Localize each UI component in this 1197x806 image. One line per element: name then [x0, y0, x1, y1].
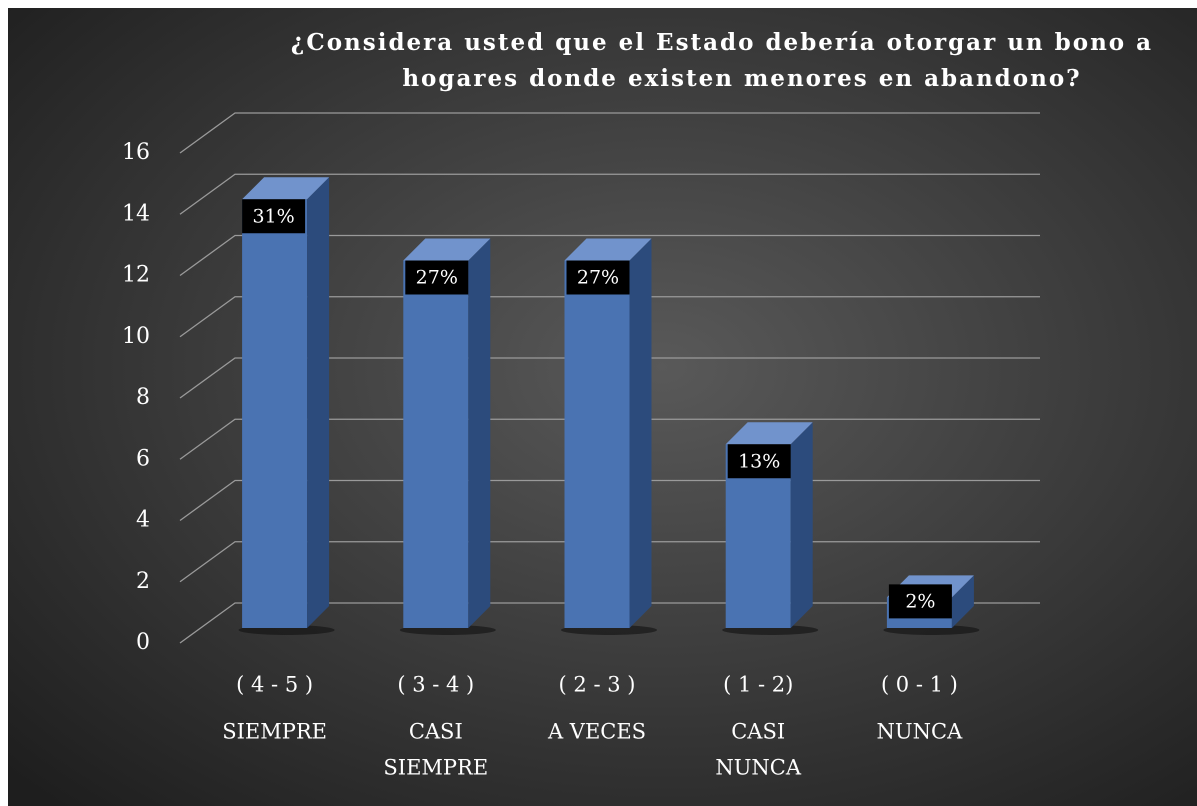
- bar-side: [629, 238, 652, 628]
- grid-line: [179, 173, 1040, 215]
- x-tick-label: ( 3 - 4 ): [397, 673, 474, 697]
- grid-line: [179, 296, 1040, 338]
- bar: [238, 177, 335, 635]
- bar-side: [468, 238, 491, 628]
- y-tick-label: 14: [122, 201, 150, 226]
- x-tick-label: ( 0 - 1 ): [881, 673, 958, 697]
- x-tick-label: ( 4 - 5 ): [236, 673, 313, 697]
- x-tick-label: ( 1 - 2): [723, 673, 793, 697]
- value-label-box: [888, 584, 952, 619]
- value-label: 13%: [738, 450, 780, 472]
- grid-line: [179, 357, 1040, 399]
- bar: [561, 238, 657, 635]
- x-tick-label: NUNCA: [877, 720, 964, 744]
- value-label-box: [566, 260, 630, 295]
- value-label-box: [242, 199, 306, 234]
- bar-top: [242, 177, 330, 200]
- x-tick-label: ( 2 - 3 ): [559, 673, 636, 697]
- value-label: 27%: [577, 267, 619, 289]
- grid-line: [179, 234, 1040, 277]
- value-label: 2%: [905, 590, 935, 612]
- x-tick-label: SIEMPRE: [383, 756, 488, 780]
- y-tick-label: 12: [122, 263, 150, 288]
- bar-side: [790, 422, 813, 628]
- y-tick-label: 10: [122, 324, 150, 349]
- value-label: 27%: [416, 267, 458, 289]
- bar-side: [307, 177, 330, 628]
- grid-line: [179, 418, 1040, 460]
- bar: [399, 238, 496, 635]
- value-label: 31%: [252, 205, 294, 227]
- x-tick-label: NUNCA: [715, 756, 802, 780]
- value-label-box: [405, 260, 469, 295]
- x-tick-label: A VECES: [547, 720, 646, 744]
- bar-side: [951, 575, 974, 628]
- bar-top: [725, 422, 813, 445]
- y-tick-label: 0: [136, 630, 150, 655]
- y-tick-label: 16: [122, 140, 150, 165]
- bar-front: [564, 260, 630, 628]
- y-tick-label: 4: [136, 508, 150, 533]
- x-tick-label: CASI: [731, 720, 785, 744]
- bar-front: [242, 199, 308, 628]
- bar-top: [564, 238, 652, 261]
- bar-top: [403, 238, 491, 261]
- value-label-box: [727, 444, 791, 479]
- bar-front: [403, 260, 469, 628]
- y-tick-label: 2: [136, 569, 150, 594]
- y-tick-label: 8: [136, 385, 150, 410]
- chart-title: hogares donde existen menores en abandon…: [402, 65, 1081, 92]
- chart-title: ¿Considera usted que el Estado debería o…: [291, 29, 1153, 56]
- x-tick-label: SIEMPRE: [222, 720, 327, 744]
- x-tick-label: CASI: [409, 720, 463, 744]
- grid-line: [179, 112, 1040, 154]
- y-tick-label: 6: [136, 446, 150, 471]
